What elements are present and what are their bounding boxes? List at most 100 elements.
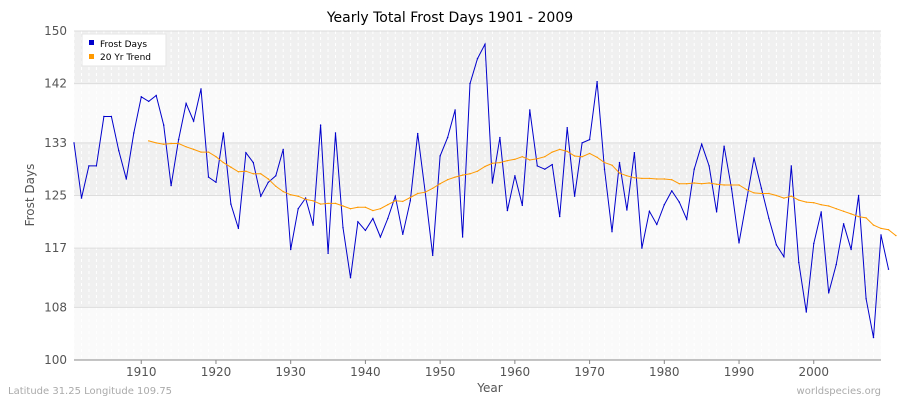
- data-point-frost-days: [95, 165, 98, 167]
- data-point-frost-days: [813, 242, 815, 245]
- data-point-frost-days: [506, 209, 509, 212]
- data-point-20-yr-trend: [409, 196, 411, 199]
- data-point-frost-days: [215, 181, 217, 183]
- x-tick-label: 1950: [425, 365, 456, 379]
- data-point-20-yr-trend: [230, 166, 232, 168]
- data-point-20-yr-trend: [790, 195, 792, 197]
- data-point-frost-days: [439, 155, 441, 157]
- x-tick-label: 1990: [724, 365, 755, 379]
- data-point-frost-days: [708, 165, 710, 167]
- data-point-20-yr-trend: [835, 208, 837, 210]
- y-tick-label: 117: [44, 241, 67, 255]
- data-point-20-yr-trend: [439, 183, 441, 185]
- data-point-frost-days: [656, 223, 658, 226]
- data-point-frost-days: [267, 181, 269, 183]
- data-point-20-yr-trend: [753, 192, 755, 194]
- data-point-frost-days: [349, 277, 352, 279]
- data-point-frost-days: [820, 211, 822, 213]
- y-tick-label: 100: [44, 353, 67, 367]
- data-point-frost-days: [432, 254, 434, 257]
- legend: Frost Days 20 Yr Trend: [81, 33, 167, 67]
- y-tick-label: 108: [44, 300, 67, 314]
- y-tick-label: 142: [44, 77, 67, 91]
- data-point-frost-days: [80, 197, 83, 199]
- footer-coordinates: Latitude 31.25 Longitude 109.75: [8, 386, 172, 397]
- data-point-frost-days: [678, 201, 680, 203]
- data-point-frost-days: [446, 136, 449, 139]
- data-point-frost-days: [880, 234, 882, 236]
- data-point-20-yr-trend: [200, 151, 202, 153]
- data-point-20-yr-trend: [626, 175, 628, 177]
- data-point-20-yr-trend: [245, 170, 247, 172]
- data-point-frost-days: [484, 43, 486, 45]
- data-point-20-yr-trend: [372, 209, 374, 212]
- data-point-frost-days: [417, 132, 419, 135]
- data-point-frost-days: [461, 236, 464, 238]
- data-point-20-yr-trend: [544, 156, 546, 158]
- data-point-20-yr-trend: [895, 234, 897, 237]
- data-point-frost-days: [140, 96, 142, 98]
- data-point-20-yr-trend: [215, 156, 217, 158]
- data-point-frost-days: [357, 221, 359, 223]
- data-point-20-yr-trend: [207, 151, 210, 153]
- data-point-20-yr-trend: [872, 224, 875, 226]
- y-axis-label: Frost Days: [23, 164, 37, 227]
- data-point-frost-days: [237, 227, 240, 230]
- data-point-frost-days: [155, 94, 157, 97]
- data-point-20-yr-trend: [850, 213, 852, 215]
- data-point-frost-days: [715, 211, 718, 213]
- data-point-frost-days: [768, 217, 770, 220]
- data-point-20-yr-trend: [738, 184, 740, 186]
- data-point-frost-days: [790, 165, 792, 167]
- data-point-20-yr-trend: [656, 178, 658, 180]
- data-point-20-yr-trend: [387, 204, 389, 206]
- data-point-frost-days: [633, 152, 636, 154]
- x-tick-label: 1930: [275, 365, 306, 379]
- y-axis-ticks: 100 108 117 125 133 142 150: [44, 24, 67, 367]
- data-point-frost-days: [364, 229, 367, 232]
- data-point-20-yr-trend: [282, 190, 284, 193]
- data-point-20-yr-trend: [686, 183, 688, 185]
- data-point-20-yr-trend: [798, 199, 800, 201]
- footer-source: worldspecies.org: [797, 386, 881, 397]
- data-point-frost-days: [319, 124, 322, 126]
- data-point-frost-days: [491, 182, 494, 184]
- data-point-20-yr-trend: [469, 173, 471, 175]
- data-point-frost-days: [581, 142, 583, 144]
- data-point-frost-days: [760, 187, 763, 189]
- x-tick-label: 1960: [500, 365, 531, 379]
- data-point-20-yr-trend: [342, 205, 344, 207]
- data-point-20-yr-trend: [237, 171, 240, 173]
- data-point-20-yr-trend: [588, 152, 591, 155]
- data-point-20-yr-trend: [222, 161, 225, 164]
- x-tick-label: 1940: [350, 365, 381, 379]
- data-point-frost-days: [207, 176, 210, 178]
- data-point-20-yr-trend: [880, 227, 882, 230]
- data-point-frost-days: [387, 217, 389, 220]
- data-point-20-yr-trend: [319, 203, 322, 205]
- data-point-20-yr-trend: [446, 179, 449, 181]
- data-point-frost-days: [686, 218, 688, 220]
- data-point-20-yr-trend: [521, 156, 523, 158]
- data-point-frost-days: [648, 210, 651, 212]
- data-point-20-yr-trend: [887, 229, 890, 231]
- data-point-20-yr-trend: [334, 202, 337, 205]
- data-point-frost-days: [618, 161, 621, 164]
- data-point-20-yr-trend: [364, 206, 367, 208]
- data-point-frost-days: [835, 263, 837, 266]
- data-point-frost-days: [865, 298, 867, 300]
- data-point-frost-days: [753, 157, 755, 159]
- grid-lines: [73, 30, 882, 361]
- data-point-20-yr-trend: [461, 174, 464, 176]
- data-point-20-yr-trend: [484, 165, 486, 168]
- data-point-frost-days: [850, 248, 852, 251]
- data-point-frost-days: [454, 109, 456, 111]
- data-point-20-yr-trend: [402, 200, 404, 203]
- data-point-20-yr-trend: [760, 192, 763, 195]
- data-point-20-yr-trend: [260, 173, 262, 175]
- data-point-frost-days: [394, 195, 396, 197]
- data-point-frost-days: [828, 292, 830, 294]
- x-tick-label: 2000: [798, 365, 829, 379]
- legend-label-frost-days: Frost Days: [100, 40, 147, 50]
